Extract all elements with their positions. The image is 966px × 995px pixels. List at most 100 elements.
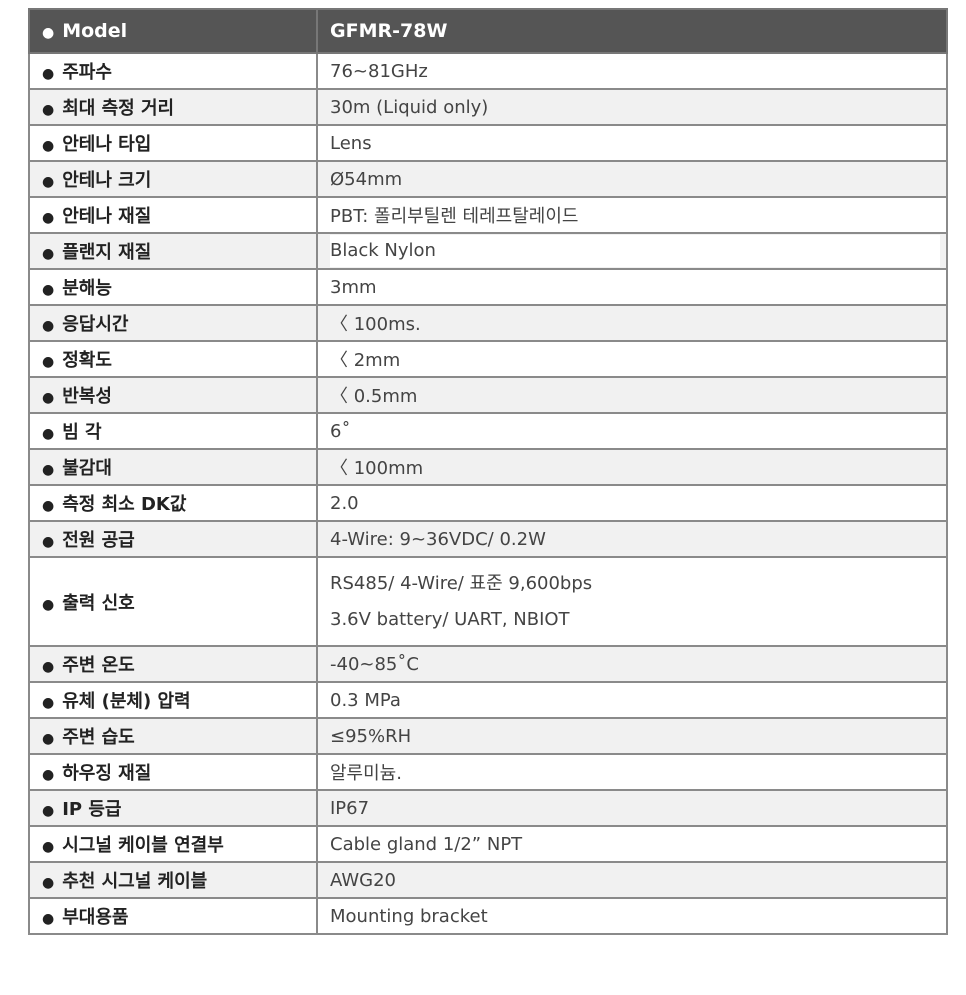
spec-label-cell: ● 출력 신호 (28, 556, 318, 647)
table-row: ● 전원 공급 4-Wire: 9~36VDC/ 0.2W (28, 520, 948, 558)
spec-label: 안테나 타입 (62, 134, 152, 155)
table-row: ● 안테나 재질 PBT: 폴리부틸렌 테레프탈레이드 (28, 196, 948, 234)
bullet-icon: ● (42, 911, 55, 927)
table-row: ● 시그널 케이블 연결부 Cable gland 1/2” NPT (28, 825, 948, 863)
bullet-icon: ● (42, 246, 55, 262)
bullet-icon: ● (42, 210, 55, 226)
bullet-icon: ● (42, 138, 55, 154)
bullet-icon: ● (42, 462, 55, 478)
spec-value: Black Nylon (330, 235, 940, 267)
spec-label: 전원 공급 (62, 530, 135, 551)
spec-value-cell: 알루미늄. (316, 753, 948, 791)
spec-label-cell: ● 안테나 재질 (28, 196, 318, 234)
table-row: ● 분해능 3mm (28, 268, 948, 306)
spec-label: 응답시간 (62, 314, 129, 335)
table-row: ● 응답시간 〈 100ms. (28, 304, 948, 342)
bullet-icon: ● (42, 354, 55, 370)
bullet-icon: ● (42, 25, 55, 41)
spec-value: Lens (330, 132, 372, 154)
bullet-icon: ● (42, 803, 55, 819)
value-line: RS485/ 4-Wire/ 표준 9,600bps (330, 572, 593, 594)
bullet-icon: ● (42, 534, 55, 550)
spec-value: IP67 (330, 797, 370, 819)
spec-value: 〈 100mm (330, 458, 424, 479)
table-row: ● 안테나 타입 Lens (28, 124, 948, 162)
spec-label-cell: ● 안테나 크기 (28, 160, 318, 198)
spec-label: 안테나 크기 (62, 170, 152, 191)
spec-value: ≤95%RH (330, 725, 412, 747)
bullet-icon: ● (42, 839, 55, 855)
spec-label-cell: ● 최대 측정 거리 (28, 88, 318, 126)
table-row: ● 측정 최소 DK값 2.0 (28, 484, 948, 522)
spec-label: 주파수 (62, 62, 112, 83)
spec-label-cell: ● 빔 각 (28, 412, 318, 450)
spec-value-cell: 76~81GHz (316, 52, 948, 90)
spec-label-cell: ● 추천 시그널 케이블 (28, 861, 318, 899)
bullet-icon: ● (42, 695, 55, 711)
bullet-icon: ● (42, 318, 55, 334)
spec-label-cell: ● 정확도 (28, 340, 318, 378)
spec-value-cell: Ø54mm (316, 160, 948, 198)
spec-label: 하우징 재질 (62, 763, 152, 784)
spec-value-cell: 0.3 MPa (316, 681, 948, 719)
spec-label-cell: ● 응답시간 (28, 304, 318, 342)
spec-value: AWG20 (330, 869, 396, 891)
spec-value-cell: -40~85˚C (316, 645, 948, 683)
table-row: ● 주파수 76~81GHz (28, 52, 948, 90)
table-row: ● 하우징 재질 알루미늄. (28, 753, 948, 791)
spec-value-cell: Cable gland 1/2” NPT (316, 825, 948, 863)
spec-value-cell: 〈 100mm (316, 448, 948, 486)
spec-value: 4-Wire: 9~36VDC/ 0.2W (330, 528, 546, 550)
spec-table: ● Model GFMR-78W ● 주파수 76~81GHz ● 최대 측정 거리 30m… (28, 8, 948, 935)
table-header-row: ● Model GFMR-78W (28, 8, 948, 54)
spec-label-cell: ● 시그널 케이블 연결부 (28, 825, 318, 863)
spec-label: 시그널 케이블 연결부 (62, 835, 224, 856)
spec-label-cell: ● 하우징 재질 (28, 753, 318, 791)
spec-value-cell: 30m (Liquid only) (316, 88, 948, 126)
spec-label: 주변 온도 (62, 655, 135, 676)
spec-label: 최대 측정 거리 (62, 98, 175, 119)
spec-label-cell: ● 주변 온도 (28, 645, 318, 683)
spec-value-cell: 4-Wire: 9~36VDC/ 0.2W (316, 520, 948, 558)
spec-value: 30m (Liquid only) (330, 96, 489, 118)
bullet-icon: ● (42, 390, 55, 406)
bullet-icon: ● (42, 426, 55, 442)
bullet-icon: ● (42, 174, 55, 190)
spec-value-cell: 3mm (316, 268, 948, 306)
spec-label-cell: ● 반복성 (28, 376, 318, 414)
spec-label-cell: ● 주변 습도 (28, 717, 318, 755)
spec-value: Cable gland 1/2” NPT (330, 833, 523, 855)
table-row: ● IP 등급 IP67 (28, 789, 948, 827)
spec-value: PBT: 폴리부틸렌 테레프탈레이드 (330, 206, 579, 227)
bullet-icon: ● (42, 875, 55, 891)
value-line: 3.6V battery/ UART, NBIOT (330, 608, 570, 630)
table-row: ● 불감대 〈 100mm (28, 448, 948, 486)
spec-value-cell: 〈 2mm (316, 340, 948, 378)
spec-label: 추천 시그널 케이블 (62, 871, 208, 892)
table-row: ● 유체 (분체) 압력 0.3 MPa (28, 681, 948, 719)
spec-value: 6˚ (330, 420, 351, 442)
spec-label-cell: ● 부대용품 (28, 897, 318, 935)
spec-label: 부대용품 (62, 907, 129, 928)
spec-value-cell: IP67 (316, 789, 948, 827)
table-row: ● 주변 습도 ≤95%RH (28, 717, 948, 755)
bullet-icon: ● (42, 102, 55, 118)
spec-value: 2.0 (330, 492, 359, 514)
table-row: ● 반복성 〈 0.5mm (28, 376, 948, 414)
spec-value-cell: ≤95%RH (316, 717, 948, 755)
table-row: ● 빔 각 6˚ (28, 412, 948, 450)
header-value: GFMR-78W (330, 20, 448, 42)
spec-label: 유체 (분체) 압력 (62, 691, 191, 712)
spec-label-cell: ● 전원 공급 (28, 520, 318, 558)
spec-value-cell: Lens (316, 124, 948, 162)
spec-label: 반복성 (62, 386, 112, 407)
table-row: ● 부대용품 Mounting bracket (28, 897, 948, 935)
spec-value: -40~85˚C (330, 653, 419, 675)
spec-value-cell: Black Nylon (316, 232, 948, 270)
spec-label: 빔 각 (62, 422, 102, 443)
spec-value: 76~81GHz (330, 60, 428, 82)
spec-value: Mounting bracket (330, 905, 488, 927)
table-row: ● 정확도 〈 2mm (28, 340, 948, 378)
spec-value: 알루미늄. (330, 763, 402, 784)
table-row: ● 주변 온도 -40~85˚C (28, 645, 948, 683)
